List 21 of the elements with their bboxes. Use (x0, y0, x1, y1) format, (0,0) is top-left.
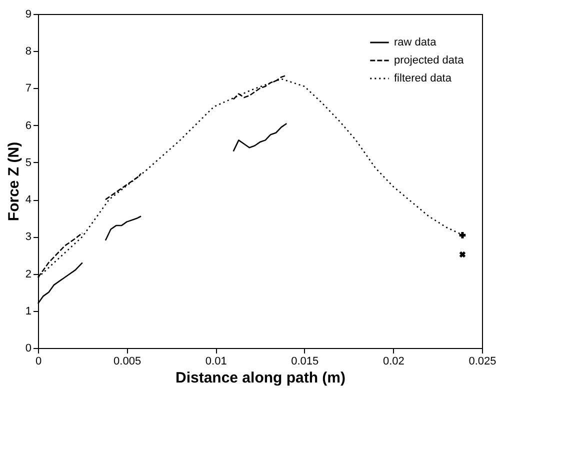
x-tick-label: 0.02 (382, 356, 404, 368)
legend-label: filtered data (394, 72, 452, 84)
y-tick-label: 4 (25, 194, 32, 206)
y-tick-label: 7 (25, 82, 32, 95)
y-axis-title: Force Z (N) (5, 142, 22, 222)
y-tick-label: 1 (25, 305, 32, 318)
x-tick-label: 0.015 (291, 356, 319, 368)
y-tick-label: 0 (25, 342, 32, 354)
x-tick-label: 0.01 (205, 356, 227, 368)
y-tick-label: 3 (25, 231, 32, 244)
y-tick-label: 5 (25, 156, 32, 169)
y-tick-label: 8 (25, 46, 32, 58)
y-tick-label: 2 (25, 268, 32, 280)
legend-label: projected data (394, 54, 465, 66)
y-tick-label: 6 (25, 120, 32, 132)
legend-label: raw data (394, 36, 438, 48)
x-axis-title: Distance along path (m) (175, 370, 346, 386)
x-tick-label: 0.025 (468, 356, 496, 368)
y-tick-label: 9 (25, 8, 32, 20)
x-tick-label: 0.005 (114, 356, 142, 368)
x-tick-label: 0 (35, 356, 42, 368)
